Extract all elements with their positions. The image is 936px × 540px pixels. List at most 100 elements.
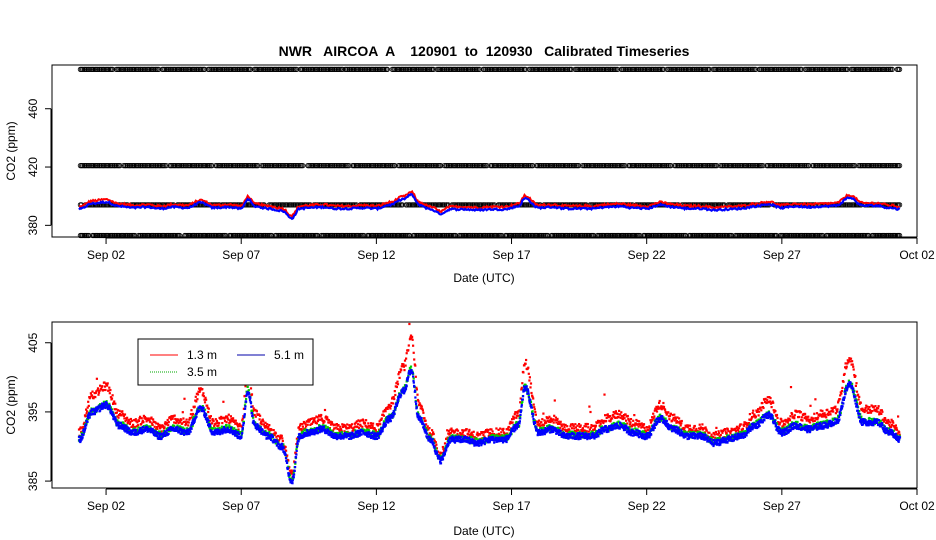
calibration-point (281, 202, 287, 208)
calibration-point (147, 66, 153, 73)
calibration-point (356, 163, 362, 169)
calibration-point (530, 163, 536, 169)
calibration-point (117, 163, 123, 169)
data-point (361, 425, 364, 428)
calibration-point (384, 66, 390, 73)
data-point (461, 431, 464, 434)
calibration-point (199, 163, 205, 169)
calibration-point (163, 163, 169, 169)
calibration-point (162, 163, 168, 169)
calibration-point (438, 163, 444, 169)
calibration-point (188, 163, 194, 169)
data-point (180, 419, 183, 422)
data-point (205, 398, 208, 401)
calibration-point (378, 163, 384, 169)
data-point (511, 421, 514, 424)
data-point (757, 414, 760, 417)
data-point (210, 422, 214, 425)
calibration-point (426, 163, 433, 169)
data-point (323, 408, 327, 412)
calibration-point (841, 163, 847, 169)
calibration-point (523, 163, 530, 169)
data-point (87, 404, 90, 407)
calibration-point (725, 163, 731, 169)
data-point (379, 423, 382, 426)
data-point (812, 417, 815, 420)
data-point (701, 423, 704, 426)
data-point (262, 420, 265, 423)
calibration-point (192, 66, 198, 73)
data-point (708, 431, 711, 434)
calibration-point (397, 163, 403, 169)
calibration-point (209, 163, 215, 169)
calibration-point (628, 163, 634, 169)
data-point (499, 427, 502, 430)
calibration-point (397, 66, 403, 73)
data-point (207, 407, 210, 410)
data-point (800, 416, 803, 419)
calibration-point (408, 66, 414, 73)
data-point (538, 419, 541, 422)
data-point (713, 433, 716, 436)
data-point (323, 420, 326, 423)
data-point (616, 412, 619, 415)
calibration-level-487 (77, 66, 903, 73)
data-point (209, 415, 212, 418)
calibration-point (471, 163, 477, 169)
data-point (380, 417, 383, 420)
calibration-point (236, 66, 242, 73)
data-point (658, 401, 661, 404)
calibration-point (788, 163, 795, 169)
data-point (386, 407, 389, 410)
data-point (149, 425, 152, 428)
data-point (196, 393, 200, 396)
data-point (857, 393, 860, 396)
calibration-point (180, 66, 186, 73)
data-point (754, 415, 757, 418)
data-point (638, 420, 641, 423)
data-point (413, 358, 416, 361)
calibration-point (106, 66, 112, 73)
calibration-point (594, 163, 601, 169)
calibration-point (579, 163, 586, 169)
calibration-point (240, 66, 246, 73)
calibration-point (412, 202, 418, 208)
data-point (759, 406, 762, 409)
data-point (652, 412, 655, 415)
calibration-point (128, 163, 134, 169)
calibration-point (613, 163, 619, 169)
data-point (232, 417, 235, 420)
calibration-point (520, 163, 526, 169)
data-point (304, 423, 307, 426)
data-point (793, 417, 796, 420)
data-point (529, 382, 533, 385)
data-point (97, 393, 100, 396)
data-point (673, 413, 676, 416)
data-point (656, 405, 660, 408)
data-point (556, 417, 559, 420)
calibration-point (770, 163, 776, 169)
calibration-point (251, 66, 257, 73)
data-point (212, 420, 215, 423)
calibration-point (225, 66, 231, 73)
data-point (758, 410, 761, 413)
data-point (408, 322, 411, 326)
data-point (842, 380, 845, 383)
data-point (407, 349, 410, 352)
data-point (113, 400, 116, 403)
calibration-point (829, 163, 836, 169)
calibration-point (251, 163, 257, 169)
data-point (513, 416, 516, 419)
calibration-point (371, 163, 377, 169)
calibration-point (274, 66, 280, 73)
calibration-point (363, 66, 369, 73)
data-point (780, 418, 783, 421)
data-point (495, 427, 498, 430)
calibration-point (214, 163, 220, 169)
data-point (834, 405, 837, 408)
data-point (403, 359, 407, 362)
data-point (704, 426, 707, 429)
data-point (695, 427, 698, 431)
calibration-point (136, 163, 142, 169)
